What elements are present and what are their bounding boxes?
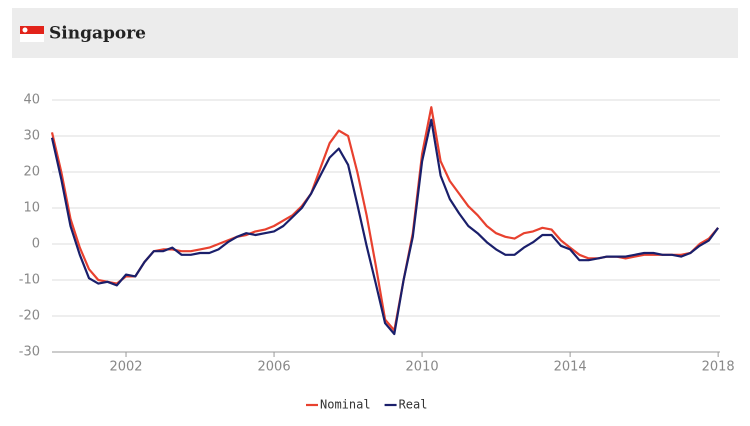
y-tick-label: -20 xyxy=(19,309,40,324)
legend-label: Nominal xyxy=(320,398,371,412)
y-tick-label: -10 xyxy=(19,273,40,288)
y-tick-label: -30 xyxy=(19,345,40,360)
x-tick-label: 2006 xyxy=(258,360,291,375)
y-tick-label: 10 xyxy=(23,201,40,216)
legend-label: Real xyxy=(399,398,428,412)
x-tick-label: 2002 xyxy=(109,360,142,375)
y-tick-label: 40 xyxy=(23,93,40,108)
chart-title: Singapore xyxy=(49,24,146,44)
x-tick-label: 2018 xyxy=(702,360,735,375)
x-tick-label: 2014 xyxy=(554,360,587,375)
y-tick-label: 30 xyxy=(23,129,40,144)
x-tick-label: 2010 xyxy=(406,360,439,375)
header xyxy=(12,8,738,58)
flag xyxy=(20,26,44,42)
line xyxy=(50,106,719,332)
y-tick-label: 20 xyxy=(23,165,40,180)
line xyxy=(50,118,719,336)
y-tick-label: 0 xyxy=(32,237,40,252)
